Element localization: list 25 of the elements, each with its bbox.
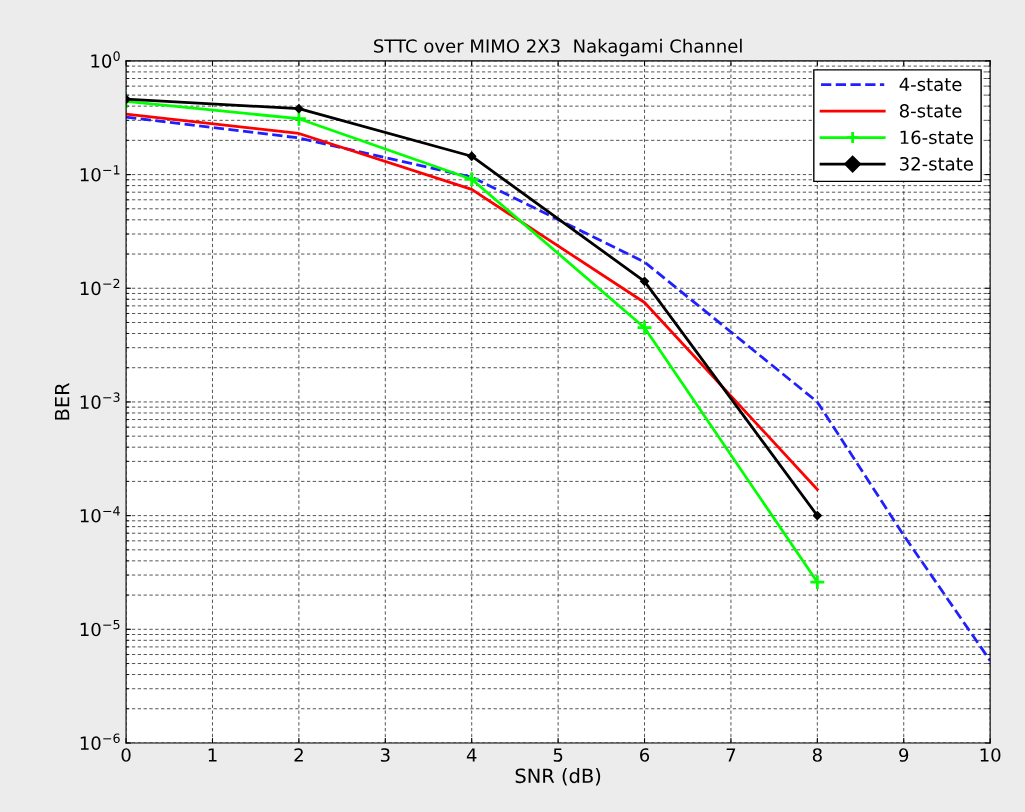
y-tick-label: 10$^{−5}$	[80, 619, 120, 637]
y-tick-label: 10$^{−1}$	[80, 165, 120, 182]
y-tick-label: 10$^{−2}$	[80, 278, 120, 296]
legend-label: 32-state	[900, 156, 973, 171]
chart-title: STTC over MIMO 2X3 Nakagami Channel	[374, 38, 742, 57]
x-tick-label: 7	[726, 748, 736, 762]
legend-label: 16-state	[900, 130, 973, 145]
x-axis-title: SNR (dB)	[515, 768, 601, 786]
x-tick-label: 2	[294, 748, 303, 762]
x-tick-label: 5	[553, 748, 563, 762]
y-tick-label: 10$^{−3}$	[80, 392, 120, 409]
y-tick-label: 10$^{0}$	[91, 51, 120, 68]
x-tick-label: 9	[899, 748, 909, 762]
x-tick-label: 1	[208, 748, 217, 762]
x-tick-label: 10	[980, 748, 1001, 762]
y-axis-title: BER	[55, 382, 70, 420]
legend-label: 4-state	[899, 77, 962, 92]
y-tick-label: 10$^{−4}$	[80, 506, 120, 523]
x-tick-label: 4	[466, 748, 477, 762]
x-tick-label: 0	[121, 748, 131, 762]
x-tick-label: 6	[640, 748, 650, 762]
y-tick-label: 10$^{−6}$	[80, 733, 120, 750]
x-tick-label: 3	[380, 748, 390, 762]
x-tick-label: 8	[812, 748, 822, 762]
legend-label: 8-state	[899, 103, 962, 118]
